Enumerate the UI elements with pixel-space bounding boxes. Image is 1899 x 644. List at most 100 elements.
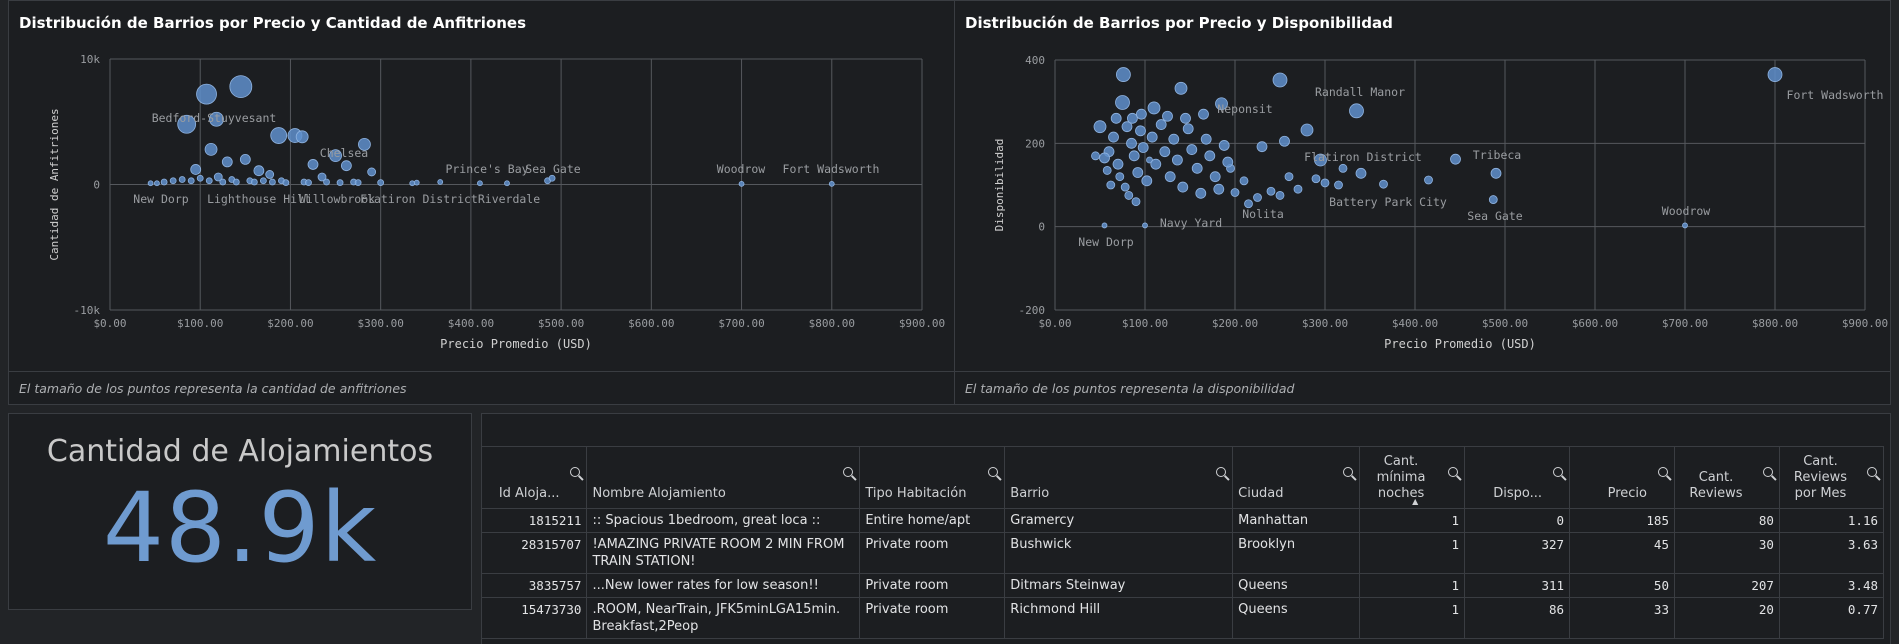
data-point[interactable] [1131,197,1141,207]
data-point[interactable] [1682,222,1688,229]
column-header[interactable]: Cant. mínima noches ▲ [1359,446,1466,509]
data-point[interactable] [305,179,312,187]
data-point[interactable] [1150,158,1162,170]
data-point[interactable] [1146,131,1158,143]
data-point[interactable] [1204,150,1216,162]
data-point[interactable] [196,83,217,105]
data-point[interactable] [1320,178,1330,188]
data-point[interactable] [504,180,510,187]
data-point[interactable] [1275,191,1285,200]
data-point[interactable] [1137,142,1149,153]
data-point[interactable] [1767,67,1783,82]
data-point[interactable] [1099,152,1110,164]
search-icon[interactable] [843,467,854,477]
data-point[interactable] [1121,121,1133,133]
data-point[interactable] [354,179,362,187]
data-point[interactable] [239,153,251,165]
data-point[interactable] [1200,133,1212,145]
data-point[interactable] [323,178,330,186]
data-point[interactable] [1195,187,1207,199]
sort-ascending-icon[interactable]: ▲ [1412,497,1419,506]
data-point[interactable] [187,177,195,185]
search-icon[interactable] [1343,467,1354,477]
data-point[interactable] [336,179,344,187]
data-point[interactable] [1110,112,1122,124]
data-point[interactable] [1115,95,1130,110]
column-header[interactable]: Nombre Alojamiento [586,446,861,509]
data-point[interactable] [1102,166,1112,175]
data-point[interactable] [259,177,267,185]
data-point[interactable] [317,172,327,182]
search-icon[interactable] [1553,467,1564,477]
data-point[interactable] [1180,112,1191,124]
data-point[interactable] [204,142,218,156]
data-point[interactable] [1174,81,1188,95]
data-point[interactable] [1279,135,1290,147]
data-point[interactable] [1253,193,1262,202]
data-point[interactable] [265,170,275,179]
data-point[interactable] [147,180,154,187]
data-point[interactable] [1091,151,1100,161]
data-point[interactable] [1230,188,1240,197]
data-point[interactable] [1141,175,1153,187]
table-row[interactable]: 15473730 .ROOM, NearTrain, JFK5minLGA15mi… [482,597,1885,639]
data-point[interactable] [477,180,483,187]
column-header[interactable]: Tipo Habitación [859,446,1006,509]
data-point[interactable] [1215,97,1228,111]
data-point[interactable] [1132,167,1144,178]
search-icon[interactable] [988,467,999,477]
data-point[interactable] [413,179,420,186]
data-point[interactable] [1135,125,1146,137]
search-icon[interactable] [1448,467,1459,477]
data-point[interactable] [1311,174,1321,184]
scatter-chart-hosts[interactable]: $0.00 $100.00 $200.00 $300.00 $400.00 $500.00… [9,1,954,371]
data-point[interactable] [177,114,197,134]
data-point[interactable] [205,177,213,185]
data-point[interactable] [1168,133,1180,145]
search-icon[interactable] [1867,467,1877,477]
data-point[interactable] [738,180,745,187]
table-row[interactable]: 28315707 !AMAZING PRIVATE ROOM 2 MIN FROM… [482,532,1885,574]
search-icon[interactable] [1657,467,1668,477]
data-point[interactable] [196,174,204,182]
data-point[interactable] [250,178,258,186]
data-point[interactable] [1126,112,1138,124]
data-point[interactable] [295,130,309,144]
data-point[interactable] [178,176,186,183]
data-point[interactable] [1191,162,1203,174]
data-point[interactable] [270,127,288,144]
data-point[interactable] [1209,171,1221,183]
data-point[interactable] [1424,175,1433,185]
data-point[interactable] [1266,186,1276,196]
data-point[interactable] [1218,140,1230,151]
data-point[interactable] [221,156,233,168]
data-point[interactable] [1106,180,1116,190]
data-point[interactable] [1349,103,1364,119]
scatter-chart-availability[interactable]: $0.00 $100.00 $200.00 $300.00 $400.00 $500.00… [955,1,1890,371]
column-header[interactable]: Cant. Reviews [1674,446,1780,509]
column-header[interactable]: Precio [1569,446,1675,509]
data-point[interactable] [1177,181,1189,193]
data-point[interactable] [437,179,444,185]
data-point[interactable] [232,178,240,186]
search-icon[interactable] [1762,467,1773,477]
data-point[interactable] [1162,110,1173,122]
data-point[interactable] [253,165,265,177]
data-point[interactable] [1244,199,1253,209]
data-point[interactable] [1334,180,1343,190]
data-point[interactable] [209,111,224,127]
data-point[interactable] [1124,191,1134,200]
data-point[interactable] [307,159,319,170]
data-point[interactable] [1379,179,1388,189]
data-point[interactable] [1488,195,1498,204]
data-point[interactable] [1147,101,1161,115]
data-point[interactable] [1239,176,1249,186]
data-point[interactable] [1120,182,1130,192]
data-point[interactable] [1198,108,1209,120]
data-point[interactable] [1142,222,1148,229]
data-point[interactable] [1164,171,1176,183]
data-point[interactable] [1155,119,1167,130]
data-point[interactable] [282,179,290,187]
data-point[interactable] [548,174,556,182]
data-point[interactable] [377,179,385,187]
